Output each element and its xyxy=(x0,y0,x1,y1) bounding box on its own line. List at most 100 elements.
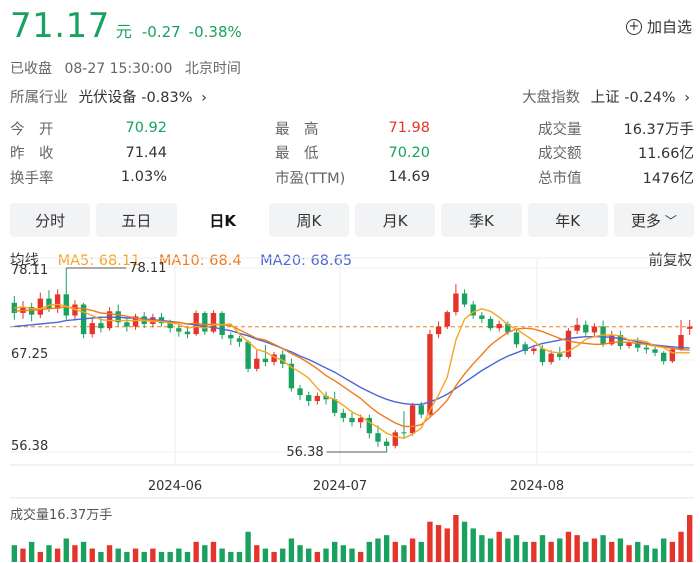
ma5-line xyxy=(14,303,690,440)
candle-body xyxy=(245,341,251,369)
tab-年K[interactable]: 年K xyxy=(527,203,608,237)
volume-bar xyxy=(427,521,433,562)
candle-body xyxy=(461,293,468,305)
price-header: 71.17 元 -0.27 -0.38% xyxy=(10,6,242,46)
ma20-value: MA20: 68.65 xyxy=(260,253,353,269)
tab-label: 年K xyxy=(555,211,581,230)
candle-body xyxy=(591,326,598,333)
kline-chart[interactable]: 78.11 67.25 56.38 2024-06 2024-07 2024-08 78.1… xyxy=(0,255,700,563)
candle-body xyxy=(513,332,520,345)
candle-body xyxy=(392,432,398,446)
volume-bar xyxy=(193,541,199,562)
market-status: 已收盘 08-27 15:30:00 北京时间 xyxy=(10,58,249,78)
volume-bar xyxy=(686,515,693,562)
tab-日K[interactable]: 日K xyxy=(182,203,263,237)
candle-body xyxy=(574,324,580,331)
stat-label: 市盈(TTM) xyxy=(275,170,346,187)
candle-body xyxy=(669,349,676,362)
candle-body xyxy=(686,326,693,329)
candle-body xyxy=(288,363,295,389)
candle-body xyxy=(617,334,624,346)
tab-label: 五日 xyxy=(121,211,152,230)
volume-bar xyxy=(505,538,511,562)
tab-周K[interactable]: 周K xyxy=(268,203,349,237)
candle-body xyxy=(349,417,355,423)
volume-bar xyxy=(435,525,442,562)
tab-更多[interactable]: 更多 ﹀ xyxy=(613,203,694,237)
volume-bar xyxy=(522,541,528,562)
tab-label: 月K xyxy=(382,211,408,230)
volume-bar xyxy=(202,545,208,562)
candle-body xyxy=(505,323,511,333)
volume-bar xyxy=(106,545,113,562)
volume-bar xyxy=(444,528,450,562)
tab-五日[interactable]: 五日 xyxy=(96,203,177,237)
add-to-watchlist-button[interactable]: + 加自选 xyxy=(625,16,692,37)
candle-body xyxy=(383,441,390,446)
candle-body xyxy=(357,417,364,423)
stat-value: 71.44 xyxy=(125,144,167,161)
candle-body xyxy=(280,354,286,364)
stat-label: 今 开 xyxy=(10,121,54,138)
market-index-link[interactable]: 大盘指数 上证 -0.24% › xyxy=(522,86,690,107)
candle-body xyxy=(366,417,373,434)
stat-label: 成交量 xyxy=(538,121,582,138)
volume-bar xyxy=(314,551,321,562)
high-annotation-label: 78.11 xyxy=(129,261,166,276)
candle-body xyxy=(479,315,485,319)
volume-bar xyxy=(453,515,459,562)
industry-label: 所属行业 xyxy=(10,90,68,106)
tab-分时[interactable]: 分时 xyxy=(10,203,91,237)
moving-average-legend: 均线 MA5: 68.11 MA10: 68.4 MA20: 68.65 xyxy=(10,249,366,270)
candle-body xyxy=(470,304,476,316)
stat-label: 昨 收 xyxy=(10,146,54,163)
stats-row: 今 开 70.92 最 高 71.98 成交量 16.37万手 xyxy=(10,116,694,141)
candle-body xyxy=(652,349,658,353)
period-tabs: 分时 五日 日K 周K 月K 季K 年K 更多 ﹀ xyxy=(10,203,694,237)
x-tick-label: 2024-08 xyxy=(510,479,564,494)
ma5-value: MA5: 68.11 xyxy=(57,253,141,269)
tab-label: 周K xyxy=(296,211,322,230)
volume-bar xyxy=(280,548,286,562)
y-tick-label: 56.38 xyxy=(11,439,48,454)
stat-value: 70.20 xyxy=(388,144,430,161)
volume-bar xyxy=(158,551,165,562)
ma10-value: MA10: 68.4 xyxy=(158,253,242,269)
add-to-watchlist-label: 加自选 xyxy=(646,18,692,36)
volume-bar xyxy=(262,548,269,562)
candle-body xyxy=(106,311,113,329)
volume-bar xyxy=(409,538,416,562)
volume-bar xyxy=(669,541,676,562)
tab-月K[interactable]: 月K xyxy=(355,203,436,237)
volume-bar xyxy=(487,538,494,562)
price-adjustment-toggle[interactable]: 前复权 xyxy=(648,253,693,269)
volume-bar xyxy=(124,551,130,562)
candle-body xyxy=(89,323,95,335)
candle-body xyxy=(487,318,494,329)
stat-value: 14.69 xyxy=(388,169,430,186)
candle-body xyxy=(635,342,641,348)
candle-body xyxy=(609,334,615,345)
volume-bar xyxy=(297,545,303,562)
industry-link[interactable]: 所属行业 光伏设备 -0.83% › xyxy=(10,86,207,107)
volume-bar xyxy=(219,548,225,562)
price-unit: 元 xyxy=(115,22,132,41)
price-change-percent: -0.38% xyxy=(188,23,242,41)
candle-body xyxy=(37,298,43,315)
volume-bar xyxy=(46,545,52,562)
volume-bar xyxy=(236,551,243,562)
candle-body xyxy=(340,412,347,418)
candle-body xyxy=(409,405,416,434)
volume-bar xyxy=(678,531,684,562)
candle-body xyxy=(262,358,269,363)
stats-row: 昨 收 71.44 最 低 70.20 成交额 11.66亿 xyxy=(10,141,694,166)
x-tick-label: 2024-06 xyxy=(148,479,202,494)
tab-季K[interactable]: 季K xyxy=(441,203,522,237)
stat-label: 换手率 xyxy=(10,170,54,187)
candle-body xyxy=(531,348,537,352)
candle-body xyxy=(427,334,433,415)
candle-body xyxy=(124,322,130,327)
volume-bar xyxy=(401,545,407,562)
candle-body xyxy=(522,344,528,352)
status-datetime: 08-27 15:30:00 xyxy=(64,61,173,77)
